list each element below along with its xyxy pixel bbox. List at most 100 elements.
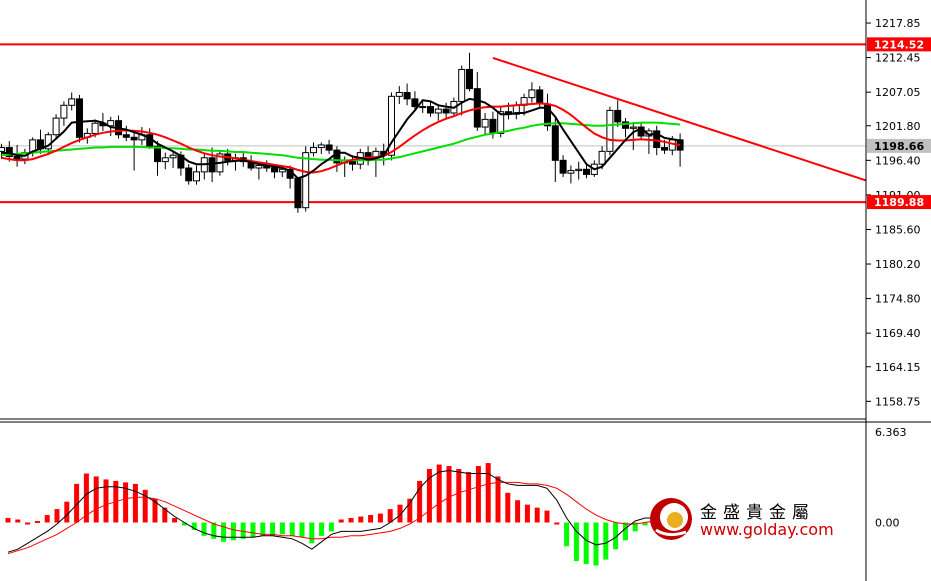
candle	[333, 146, 341, 172]
candle-body	[419, 106, 427, 109]
macd-bar	[642, 522, 648, 526]
macd-bar	[211, 522, 217, 539]
candle-body	[661, 147, 668, 151]
candle-body	[583, 168, 590, 175]
candle-body	[629, 126, 637, 129]
macd-bar	[123, 482, 129, 523]
candle-body	[559, 159, 567, 174]
macd-bar	[191, 522, 197, 530]
candle	[52, 114, 60, 139]
ma-slow-line	[1, 121, 681, 162]
macd-bar	[309, 522, 315, 544]
macd-bar	[446, 466, 452, 523]
macd-bar	[299, 522, 305, 538]
macd-bar	[279, 522, 285, 535]
macd-bar	[240, 522, 246, 539]
macd-bar	[93, 476, 99, 523]
candle	[481, 112, 489, 135]
macd-bar	[270, 522, 276, 536]
macd-bar	[485, 463, 491, 523]
candle	[567, 165, 575, 184]
candle	[559, 155, 567, 177]
macd-bar	[74, 483, 80, 523]
macd-bar	[358, 516, 364, 523]
macd-bar	[613, 522, 619, 550]
price-tag-label: 1198.66	[874, 140, 924, 153]
candle-body	[13, 155, 21, 160]
candle-body	[271, 167, 278, 173]
candle-body	[154, 145, 161, 163]
macd-bar	[632, 522, 638, 532]
candle-body	[614, 109, 622, 123]
candle	[68, 92, 76, 111]
candle	[606, 106, 614, 156]
candle-body	[466, 68, 473, 90]
y-tick-label: 1196.40	[875, 154, 921, 167]
y-tick-label: 1174.80	[875, 293, 921, 306]
macd-signal-black-line	[7, 469, 665, 553]
candle-body	[169, 154, 177, 159]
macd-bar	[456, 469, 462, 523]
candle-body	[68, 98, 76, 106]
macd-bar	[593, 522, 599, 566]
candle-body	[434, 108, 442, 114]
macd-bar	[417, 480, 423, 523]
macd-bar	[407, 498, 413, 523]
watermark-logo: 金盛貴金屬 www.golday.com	[648, 494, 848, 544]
candle	[122, 125, 130, 142]
candle-body	[302, 152, 310, 209]
macd-bar	[132, 483, 138, 523]
macd-bar	[524, 504, 530, 523]
y-tick-label: 1201.80	[875, 120, 921, 133]
candle	[60, 101, 68, 126]
y-tick-label: 1169.40	[875, 327, 921, 340]
price-tag-label: 1214.52	[874, 38, 924, 51]
candle-body	[122, 134, 130, 138]
y-tick-label: 1164.15	[875, 361, 921, 374]
macd-bar	[495, 476, 501, 523]
candle	[395, 86, 403, 105]
candle-body	[536, 89, 544, 105]
macd-bar	[475, 466, 481, 523]
candle-body	[52, 117, 60, 136]
macd-panel	[5, 463, 668, 566]
candle-body	[294, 177, 302, 209]
candle-body	[208, 157, 216, 173]
macd-bar	[515, 500, 521, 523]
candle	[294, 176, 302, 213]
macd-bar	[534, 507, 540, 523]
macd-bar	[260, 522, 266, 536]
candle-body	[458, 68, 466, 102]
candle	[551, 118, 559, 183]
macd-bar	[5, 518, 11, 523]
candle-body	[0, 147, 5, 152]
candle-body	[653, 130, 661, 149]
trendline	[492, 56, 866, 182]
macd-bar	[397, 504, 403, 523]
macd-bar	[622, 522, 628, 541]
y-tick-label: 1217.85	[875, 17, 921, 30]
candle-body	[575, 168, 583, 172]
candle	[442, 102, 450, 119]
candle-body	[606, 109, 614, 152]
candle-body	[333, 149, 341, 164]
price-tag-box	[867, 37, 931, 52]
macd-y-tick-label: 0.00	[875, 516, 900, 529]
macd-bar	[230, 522, 236, 541]
macd-bar	[289, 522, 295, 536]
macd-bar	[554, 522, 560, 525]
macd-bar	[25, 522, 31, 525]
macd-bar	[348, 518, 354, 523]
candle-body	[161, 157, 169, 163]
macd-bar	[64, 501, 70, 523]
candle-body	[395, 91, 403, 97]
macd-bar	[426, 469, 432, 523]
candle-body	[317, 144, 325, 149]
macd-bar	[44, 515, 50, 523]
macd-bar	[368, 515, 374, 523]
candle-body	[76, 98, 83, 138]
macd-bar	[103, 479, 109, 523]
candle-body	[411, 98, 419, 108]
